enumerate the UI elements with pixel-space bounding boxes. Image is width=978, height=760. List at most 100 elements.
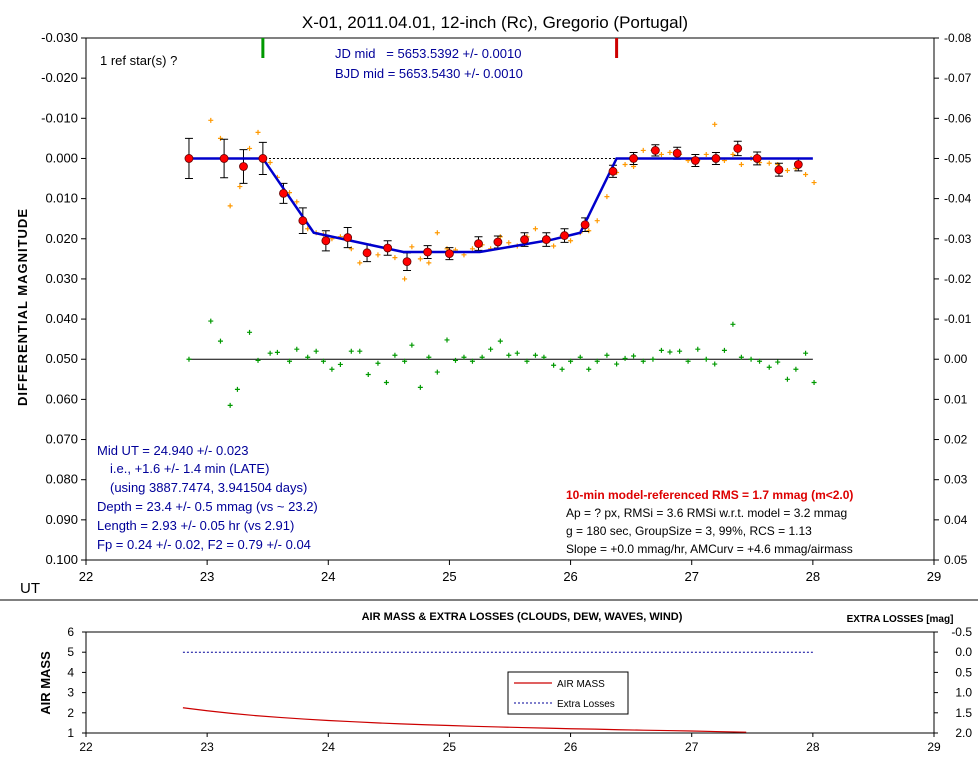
residual-point: [703, 356, 709, 362]
residual-point: [247, 329, 253, 335]
binned-point: [298, 216, 308, 226]
individual-point: [392, 255, 398, 261]
airmass-x-axis-ticks: 22 23 24 25 26 27 28 29: [79, 733, 941, 754]
airmass-x-tick-label: 27: [685, 740, 699, 754]
residual-point: [329, 366, 335, 372]
individual-point: [658, 151, 664, 157]
residual-point: [417, 384, 423, 390]
binned-point: [608, 166, 618, 176]
y2-tick-label: -0.07: [944, 71, 972, 85]
residual-point: [506, 352, 512, 358]
y2-tick-label: 0.00: [944, 352, 968, 366]
main-x-axis-ticks: 22 23 24 25 26 27 28 29: [79, 560, 941, 584]
legend-airmass-label: AIR MASS: [557, 679, 605, 690]
y-tick-label: 0.040: [45, 311, 78, 326]
y2-tick-label: 0.01: [944, 392, 968, 406]
binned-point: [279, 188, 288, 198]
airmass-line: [182, 707, 747, 733]
residual-point: [305, 354, 311, 360]
binned-point: [258, 154, 268, 163]
residual-point: [811, 380, 817, 386]
extra-losses-axis-label: EXTRA LOSSES [mag]: [847, 614, 954, 625]
y2-tick-label: -0.02: [944, 272, 972, 286]
extra-y2-tick-label: 2.0: [955, 726, 972, 740]
fp-annotation: Fp = 0.24 +/- 0.02, F2 = 0.79 +/- 0.04: [97, 537, 311, 552]
residual-point: [757, 358, 763, 364]
y-tick-label: 0.060: [45, 391, 78, 406]
residual-point: [294, 346, 300, 352]
y2-tick-label: -0.01: [944, 312, 972, 326]
g-annotation: g = 180 sec, GroupSize = 3, 99%, RCS = 1…: [566, 524, 812, 538]
binned-point: [493, 237, 503, 247]
binned-point: [793, 160, 803, 169]
binned-point: [580, 220, 590, 230]
binned-point: [219, 154, 229, 163]
x-tick-label: 23: [200, 569, 214, 584]
residual-point: [186, 356, 192, 362]
residual-point: [348, 348, 354, 354]
residual-point: [392, 352, 398, 358]
binned-point: [402, 257, 412, 267]
residual-point: [730, 321, 736, 327]
individual-point: [255, 129, 261, 135]
length-annotation: Length = 2.93 +/- 0.05 hr (vs 2.91): [97, 518, 294, 533]
binned-point: [629, 154, 638, 163]
y2-tick-label: -0.08: [944, 31, 972, 45]
binned-point: [711, 154, 721, 163]
individual-point: [217, 135, 223, 141]
residual-point: [469, 358, 475, 364]
binned-point: [774, 165, 784, 175]
y-tick-label: 0.030: [45, 271, 78, 286]
residual-point: [444, 337, 450, 343]
individual-point: [402, 276, 408, 282]
residual-point: [255, 357, 261, 363]
residual-point: [721, 347, 727, 353]
individual-point: [247, 145, 253, 151]
airmass-axis-label: AIR MASS: [38, 651, 53, 715]
residual-point: [631, 353, 637, 359]
individual-point: [208, 117, 214, 123]
airmass-y-tick-label: 5: [67, 645, 74, 659]
individual-point: [803, 172, 809, 178]
residual-point: [461, 354, 467, 360]
residual-point: [695, 346, 701, 352]
residual-point: [614, 361, 620, 367]
residual-point: [524, 358, 530, 364]
x-tick-label: 27: [684, 569, 698, 584]
airmass-plot-frame: [85, 631, 935, 734]
residual-point: [337, 361, 343, 367]
y-tick-label: 0.080: [45, 472, 78, 487]
residual-points: [186, 318, 817, 408]
individual-point: [227, 203, 233, 209]
residual-point: [677, 348, 683, 354]
main-y2-axis-ticks: -0.08 -0.07 -0.06 -0.05 -0.04 -0.03 -0.02 -0.01…: [934, 31, 972, 567]
residual-point: [748, 356, 754, 362]
residual-point: [541, 354, 547, 360]
rms-annotation: 10-min model-referenced RMS = 1.7 mmag (…: [566, 488, 853, 502]
ingress-marker: [261, 38, 265, 58]
jd-mid-annotation: JD mid = 5653.5392 +/- 0.0010: [335, 46, 521, 61]
residual-point: [365, 371, 371, 377]
egress-marker: [615, 38, 619, 58]
extra-y2-tick-label: 0.0: [955, 645, 972, 659]
airmass-x-tick-label: 24: [322, 740, 336, 754]
airmass-y-tick-label: 3: [67, 686, 74, 700]
residual-point: [784, 376, 790, 382]
y2-tick-label: 0.05: [944, 553, 968, 567]
y-tick-label: 0.070: [45, 432, 78, 447]
late-annotation: i.e., +1.6 +/- 1.4 min (LATE): [110, 461, 269, 476]
mid-ut-annotation: Mid UT = 24.940 +/- 0.023: [97, 443, 249, 458]
fit-results-box: [92, 438, 354, 556]
extra-y2-tick-label: 1.0: [955, 686, 972, 700]
y-tick-label: 0.100: [45, 552, 78, 567]
extra-y2-tick-label: -0.5: [951, 625, 972, 639]
residual-point: [586, 366, 592, 372]
individual-point: [568, 238, 574, 244]
chart-title: X-01, 2011.04.01, 12-inch (Rc), Gregorio…: [302, 13, 688, 32]
individual-point: [417, 256, 423, 262]
y2-tick-label: -0.03: [944, 232, 972, 246]
binned-points: [184, 144, 803, 267]
individual-point: [604, 194, 610, 200]
y-tick-label: 0.000: [45, 150, 78, 165]
